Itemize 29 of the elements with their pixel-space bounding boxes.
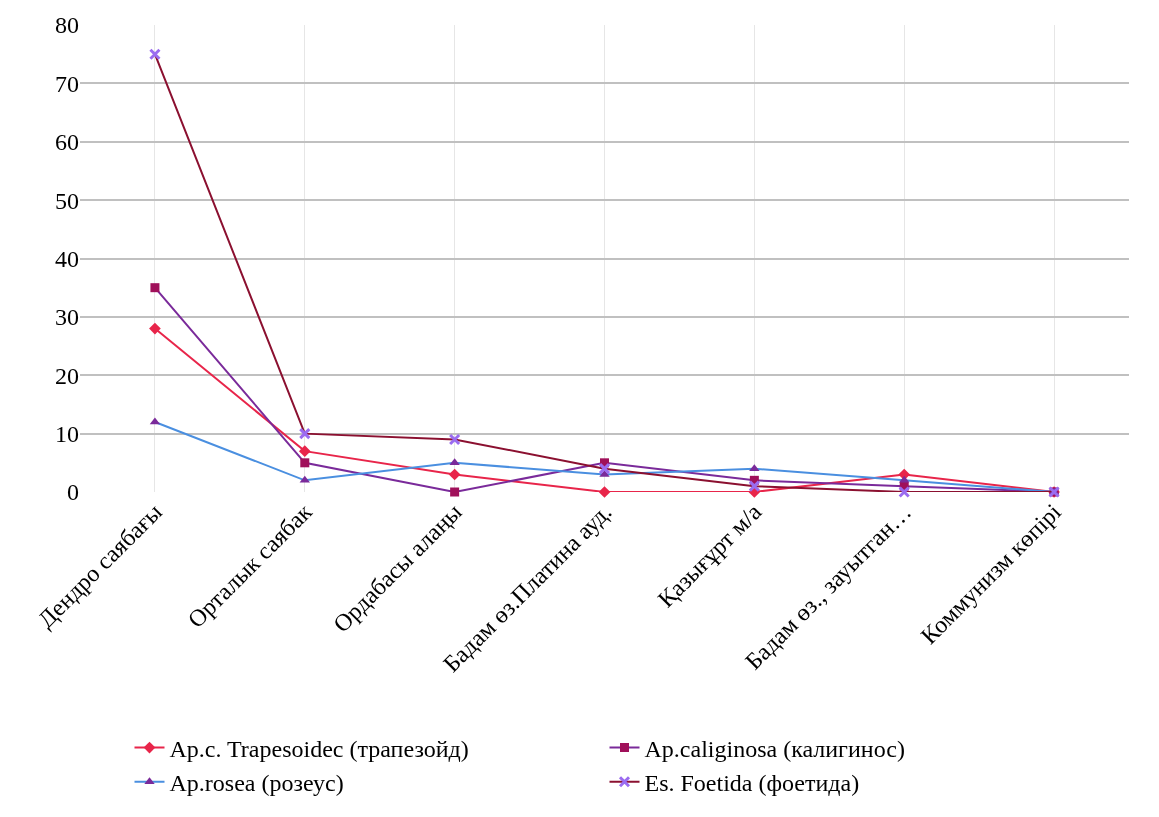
legend-label: Es. Foetida (фоетида) bbox=[644, 770, 860, 797]
point bbox=[598, 486, 611, 498]
y-tick-label: 10 bbox=[55, 421, 79, 448]
point bbox=[448, 468, 461, 481]
point bbox=[298, 427, 311, 440]
point bbox=[299, 475, 310, 483]
point bbox=[448, 433, 461, 446]
legend-label: Ap.rosea (розеус) bbox=[169, 770, 344, 797]
point bbox=[298, 445, 311, 457]
y-tick-label: 60 bbox=[55, 129, 79, 156]
y-tick-label: 20 bbox=[55, 362, 79, 389]
point bbox=[149, 322, 161, 335]
point bbox=[150, 283, 160, 293]
point bbox=[300, 458, 310, 468]
point bbox=[898, 486, 911, 498]
y-tick-label: 40 bbox=[55, 245, 79, 272]
point bbox=[449, 458, 460, 466]
point bbox=[598, 462, 611, 475]
point bbox=[450, 487, 460, 497]
y-tick-label: 30 bbox=[55, 304, 79, 331]
y-tick-label: 70 bbox=[55, 70, 79, 97]
y-tick-label: 0 bbox=[67, 479, 79, 506]
legend-label: Ap.c. Trapesoidec (трапезойд) bbox=[169, 735, 469, 762]
point bbox=[148, 48, 161, 61]
y-tick-label: 50 bbox=[55, 187, 79, 214]
legend-label: Ap.caliginosa (калигинос) bbox=[644, 735, 905, 762]
point bbox=[748, 480, 761, 493]
point bbox=[899, 475, 910, 483]
y-tick-label: 80 bbox=[55, 12, 79, 39]
